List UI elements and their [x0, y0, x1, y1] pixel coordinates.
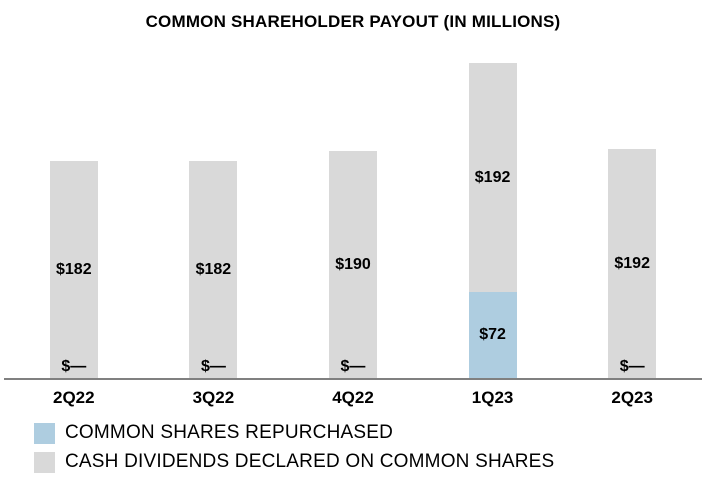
bar-segment-dividends: $182	[49, 161, 98, 378]
bar-value-label-repurchased-zero: $—	[340, 358, 366, 375]
bar-segment-dividends: $192	[468, 63, 517, 292]
x-axis-label-1q23: 1Q23	[471, 388, 514, 407]
legend-swatch-dividends	[34, 451, 55, 473]
bar-column-3q22: $182 $—	[144, 38, 284, 378]
x-axis-line	[4, 378, 702, 380]
bar-value-label-dividends: $190	[335, 255, 371, 273]
bar-value-label-dividends: $182	[56, 260, 92, 278]
bar-value-label-repurchased-zero: $—	[619, 358, 645, 375]
legend-label-dividends: CASH DIVIDENDS DECLARED ON COMMON SHARES	[65, 451, 555, 472]
chart-legend: COMMON SHARES REPURCHASED CASH DIVIDENDS…	[4, 412, 702, 473]
bar-segment-dividends: $190	[328, 151, 377, 378]
bar-value-label-dividends: $192	[474, 168, 511, 186]
legend-item-dividends: CASH DIVIDENDS DECLARED ON COMMON SHARES	[34, 451, 702, 473]
bar-column-1q23: $192 $72	[423, 38, 563, 378]
legend-item-repurchased: COMMON SHARES REPURCHASED	[34, 422, 702, 444]
bar-segment-repurchased: $72	[468, 292, 517, 378]
bar-segment-dividends: $182	[189, 161, 238, 378]
bar-value-label-repurchased-zero: $—	[200, 358, 226, 375]
legend-swatch-repurchased	[34, 422, 55, 444]
bar-column-4q22: $190 $—	[283, 38, 423, 378]
x-axis-label-3q22: 3Q22	[192, 388, 235, 407]
bar-value-label-dividends: $192	[614, 254, 650, 272]
x-axis-label-4q22: 4Q22	[332, 388, 374, 407]
bar-chart-plot-area: $182 $— $182 $— $190 $— $192 $72 $192 $—	[4, 38, 702, 378]
bar-column-2q22: $182 $—	[4, 38, 144, 378]
bar-segment-dividends: $192	[608, 149, 657, 378]
bar-value-label-dividends: $182	[195, 260, 232, 278]
bar-value-label-repurchased-zero: $—	[61, 358, 87, 375]
x-axis-label-2q23: 2Q23	[611, 388, 653, 407]
legend-label-repurchased: COMMON SHARES REPURCHASED	[65, 422, 394, 443]
chart-title: COMMON SHAREHOLDER PAYOUT (IN MILLIONS)	[145, 12, 561, 31]
bar-column-2q23: $192 $—	[562, 38, 702, 378]
x-axis-label-2q22: 2Q22	[53, 388, 95, 407]
x-axis-labels: 2Q22 3Q22 4Q22 1Q23 2Q23	[4, 380, 702, 412]
bar-value-label-repurchased: $72	[479, 326, 506, 343]
